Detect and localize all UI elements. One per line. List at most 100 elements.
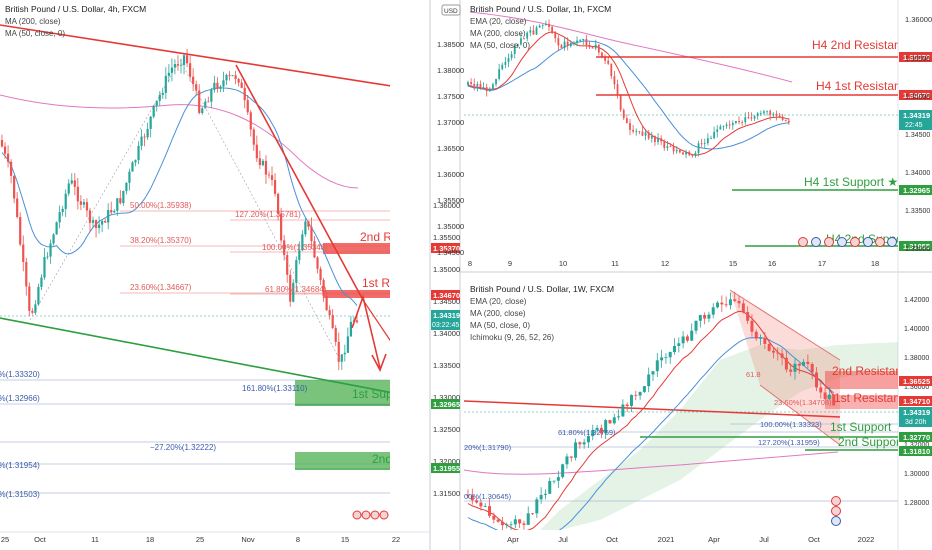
- currency-badge[interactable]: [441, 4, 461, 16]
- candle: [793, 363, 797, 372]
- candle: [784, 357, 788, 370]
- left-time-axis: 25 Oct 11 18 25 Nov 8 15 22: [1, 535, 400, 544]
- candle: [107, 210, 110, 223]
- left-tag-countdown: 03:22:45: [432, 322, 459, 329]
- candle: [629, 123, 631, 130]
- br-tag-s1: 1.32770: [903, 433, 930, 442]
- candle: [582, 38, 585, 41]
- br-indicator-0: EMA (20, close): [470, 297, 527, 306]
- candle: [337, 341, 340, 362]
- candle: [535, 499, 539, 514]
- candle: [625, 118, 628, 124]
- candle: [488, 88, 491, 92]
- candle: [574, 442, 578, 458]
- top-right-panel-1h[interactable]: H4 2nd Resistance H4 1st Resistance H4 1…: [437, 4, 932, 268]
- br-time-tick: Apr: [708, 535, 720, 544]
- candle: [128, 171, 131, 183]
- candle: [466, 495, 470, 496]
- candle: [682, 152, 684, 155]
- candle: [554, 33, 557, 39]
- tr-indicator-1: MA (200, close): [470, 29, 526, 38]
- br-tag-s2: 1.31810: [903, 447, 930, 456]
- candle: [588, 45, 591, 48]
- fib-label-1: 127.20%(1.35781): [235, 210, 301, 219]
- candle: [185, 55, 189, 64]
- candle: [724, 304, 728, 306]
- candle: [513, 519, 517, 525]
- candle: [149, 116, 152, 129]
- candle: [216, 82, 219, 89]
- candle: [280, 213, 283, 241]
- candle: [655, 360, 659, 372]
- candle: [509, 524, 513, 526]
- candle: [697, 143, 700, 153]
- br-time-tick: Oct: [808, 535, 821, 544]
- candle: [498, 69, 501, 79]
- candle: [79, 201, 82, 205]
- candle: [507, 57, 510, 63]
- candle: [22, 244, 25, 263]
- left-axis-tick: 1.32500: [433, 425, 460, 434]
- left-time-tick: 18: [146, 535, 154, 544]
- candle: [240, 82, 243, 88]
- candle: [125, 182, 128, 191]
- left-time-tick: 25: [1, 535, 9, 544]
- candle: [49, 243, 52, 257]
- fib-label-4: 23.60%(1.34667): [130, 283, 192, 292]
- br-fib-4: 127.20%(1.31959): [758, 438, 820, 447]
- tr-time-tick: 10: [559, 259, 567, 268]
- candle: [789, 369, 793, 372]
- candle: [685, 151, 687, 155]
- br-time-tick: 2021: [658, 535, 675, 544]
- left-price-tags: 1.35370 1.34670 1.34319 03:22:45 1.32965…: [431, 243, 460, 473]
- candle: [823, 392, 827, 399]
- br-event-flags-icon: [831, 496, 841, 526]
- candle: [663, 141, 666, 149]
- candle: [728, 299, 732, 306]
- left-tag-r2: 1.35370: [433, 244, 460, 253]
- br-time-tick: Apr: [507, 535, 519, 544]
- tr-time-tick: 12: [661, 259, 669, 268]
- candle: [176, 64, 180, 66]
- candle: [775, 113, 778, 116]
- candle: [673, 345, 677, 353]
- candle: [58, 212, 61, 223]
- candle: [467, 82, 469, 85]
- candle: [485, 87, 488, 92]
- candle: [304, 221, 307, 235]
- bottom-right-panel-1w[interactable]: 61.8 23.60%(1.34708) 100.00%(1.33323) 61…: [464, 284, 932, 544]
- left-tag-s2: 1.31955: [433, 464, 460, 473]
- candle: [73, 180, 76, 187]
- br-axis-tick: 1.38000: [904, 355, 929, 362]
- tr-tag-r2: 1.35370: [903, 53, 930, 62]
- candle: [771, 350, 775, 353]
- br-r1-label: 1st Resistance: [834, 391, 913, 405]
- left-panel-4h[interactable]: 50.00%(1.35938) 127.20%(1.35781) 38.20%(…: [0, 4, 460, 544]
- candle: [495, 78, 497, 85]
- candle: [470, 82, 473, 84]
- candle: [759, 113, 762, 114]
- left-r1-label: 1st Resistance: [362, 276, 441, 290]
- left-s2-zone: [295, 452, 390, 468]
- candle: [289, 274, 292, 302]
- candle: [711, 307, 715, 315]
- candle: [769, 110, 772, 115]
- candle: [541, 25, 544, 27]
- br-ma50-line: [467, 336, 835, 530]
- candle: [599, 427, 603, 434]
- tr-axis-tick: 1.36000: [437, 170, 464, 179]
- left-indicator-1: MA (50, close, 0): [5, 29, 65, 38]
- candle: [146, 128, 149, 138]
- left-tag-r1: 1.34670: [433, 291, 460, 300]
- candle: [510, 54, 513, 58]
- candle: [616, 84, 619, 95]
- candle: [316, 257, 319, 269]
- candle: [532, 30, 535, 35]
- tr-time-tick: 8: [468, 259, 472, 268]
- candle: [601, 52, 603, 58]
- br-axis-tick: 1.42000: [904, 297, 929, 304]
- tr-right-axis-tick: 1.33500: [905, 208, 930, 215]
- br-time-tick: 2022: [858, 535, 875, 544]
- candle: [492, 515, 496, 520]
